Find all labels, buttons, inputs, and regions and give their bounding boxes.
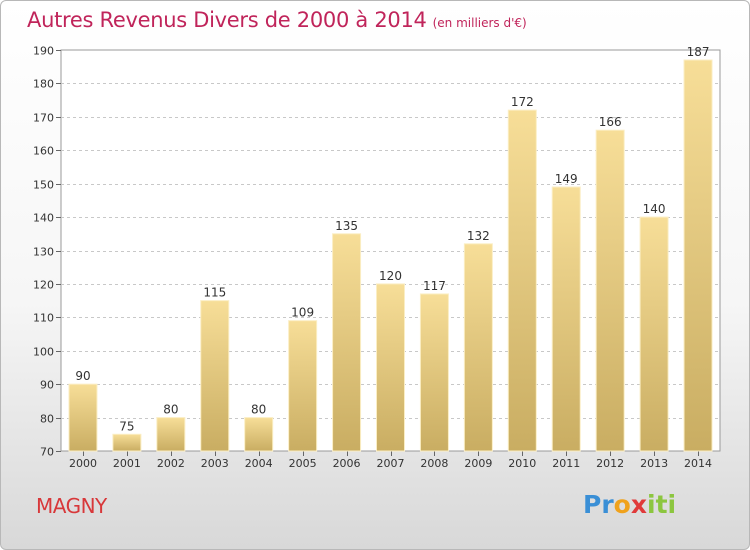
logo-letter: P: [583, 490, 602, 519]
y-tick-label: 100: [33, 346, 54, 359]
x-tick-label: 2005: [289, 457, 317, 470]
y-tick-label: 70: [40, 446, 54, 459]
bar-2005: [288, 320, 318, 452]
x-tick-label: 2010: [508, 457, 536, 470]
bar-2004: [244, 417, 274, 452]
y-tick-label: 150: [33, 179, 54, 192]
x-tick-label: 2008: [420, 457, 448, 470]
logo-letter: t: [655, 490, 668, 519]
y-tick-label: 80: [40, 413, 54, 426]
logo-letter: x: [630, 490, 647, 519]
title-text: Autres Revenus Divers de 2000 à 2014: [27, 8, 427, 32]
y-tick-label: 160: [33, 145, 54, 158]
proxiti-logo: Proxiti: [583, 490, 676, 519]
bar-2010: [507, 109, 537, 452]
bar-value-label: 166: [599, 115, 622, 129]
bar-value-label: 90: [75, 369, 90, 383]
bar-2003: [200, 300, 230, 452]
bar-2011: [551, 186, 581, 452]
x-tick-label: 2001: [113, 457, 141, 470]
x-tick-label: 2007: [377, 457, 405, 470]
x-tick-label: 2014: [684, 457, 712, 470]
chart-title: Autres Revenus Divers de 2000 à 2014 (en …: [27, 8, 527, 32]
bar-value-label: 120: [379, 269, 402, 283]
bar-2012: [595, 129, 625, 452]
bar-2006: [332, 233, 362, 452]
x-tick-label: 2003: [201, 457, 229, 470]
logo-letter: i: [667, 490, 677, 519]
bar-value-label: 80: [251, 403, 266, 417]
bar-value-label: 117: [423, 279, 446, 293]
y-tick-label: 140: [33, 212, 54, 225]
bar-value-label: 75: [119, 419, 134, 433]
y-tick-label: 110: [33, 312, 54, 325]
bar-2014: [683, 59, 713, 452]
bar-2009: [463, 243, 493, 452]
y-tick-label: 180: [33, 78, 54, 91]
logo-letter: o: [613, 490, 631, 519]
bar-value-label: 149: [555, 172, 578, 186]
bar-2008: [419, 293, 449, 452]
x-tick-label: 2013: [640, 457, 668, 470]
x-tick-label: 2009: [464, 457, 492, 470]
x-tick-label: 2012: [596, 457, 624, 470]
bar-2002: [156, 417, 186, 452]
bar-value-label: 135: [335, 219, 358, 233]
x-tick-label: 2004: [245, 457, 273, 470]
bar-2000: [68, 383, 98, 452]
bar-2013: [639, 216, 669, 452]
commune-name: MAGNY: [36, 494, 107, 518]
x-tick-label: 2000: [69, 457, 97, 470]
bar-value-label: 140: [643, 202, 666, 216]
y-tick-label: 190: [33, 45, 54, 58]
bar-2007: [376, 283, 405, 452]
bar-value-label: 172: [511, 95, 534, 109]
bar-value-label: 115: [203, 286, 226, 300]
y-tick-label: 130: [33, 246, 54, 259]
chart-subtitle: (en milliers d'€): [432, 16, 527, 30]
bar-value-label: 132: [467, 229, 490, 243]
x-tick-label: 2002: [157, 457, 185, 470]
bar-2001: [112, 433, 142, 452]
bar-value-label: 187: [687, 45, 710, 59]
y-tick-label: 120: [33, 279, 54, 292]
logo-letter: i: [647, 490, 656, 519]
logo-letter: r: [601, 490, 614, 519]
bar-value-label: 109: [291, 306, 314, 320]
x-tick-label: 2006: [333, 457, 361, 470]
y-tick-label: 90: [40, 379, 54, 392]
y-tick-label: 170: [33, 112, 54, 125]
bar-value-label: 80: [163, 403, 178, 417]
x-tick-label: 2011: [552, 457, 580, 470]
